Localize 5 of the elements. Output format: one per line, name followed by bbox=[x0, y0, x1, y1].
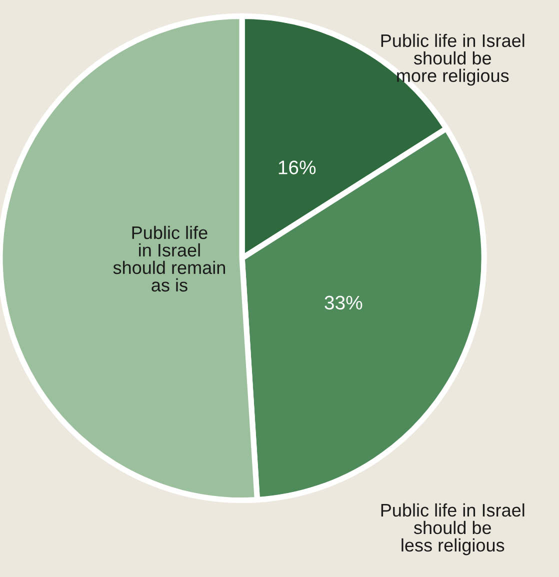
data-label: 33% bbox=[324, 296, 362, 310]
slice-label: Public life in Israel should remain as is bbox=[113, 226, 226, 292]
slice-label: Public life in Israel should be more religious bbox=[381, 34, 524, 86]
data-label: 16% bbox=[278, 160, 316, 174]
slice-label: Public life in Israel should be less religious bbox=[381, 503, 524, 556]
